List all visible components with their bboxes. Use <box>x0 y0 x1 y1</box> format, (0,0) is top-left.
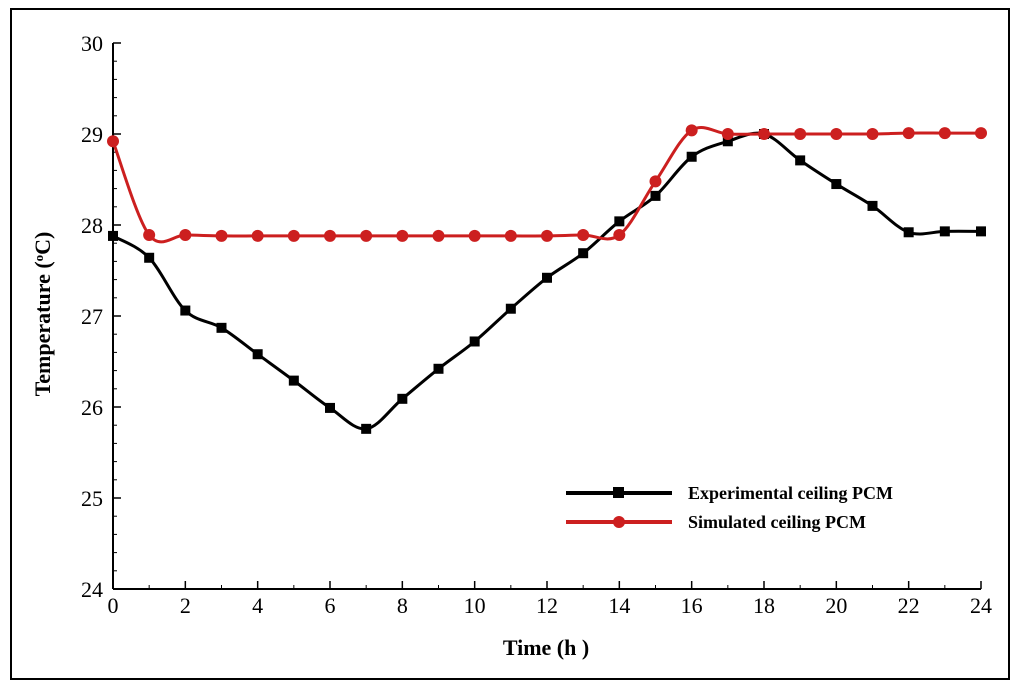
y-tick-label: 30 <box>81 31 103 56</box>
data-point <box>505 303 516 314</box>
data-point <box>542 272 552 283</box>
data-point <box>324 229 336 242</box>
y-tick-label: 24 <box>81 577 103 602</box>
data-point <box>758 128 770 140</box>
data-point <box>794 128 807 140</box>
data-point <box>397 393 408 404</box>
data-point <box>361 423 372 434</box>
x-tick-label: 16 <box>681 593 703 618</box>
x-tick-label: 12 <box>536 593 558 618</box>
axes <box>112 43 981 590</box>
data-point <box>613 229 626 242</box>
data-point <box>144 252 155 263</box>
data-point <box>831 179 842 190</box>
data-point <box>179 229 192 242</box>
x-tick-label: 22 <box>898 593 920 618</box>
data-point <box>721 128 734 140</box>
data-point <box>432 229 445 242</box>
y-axis-title-end: C) <box>30 232 55 255</box>
legend-label-experimental: Experimental ceiling PCM <box>688 483 893 503</box>
legend-marker-experimental <box>613 487 624 498</box>
x-tick-label: 10 <box>464 593 486 618</box>
legend-item-simulated: Simulated ceiling PCM <box>566 512 866 532</box>
data-point <box>795 155 806 166</box>
data-point <box>468 229 481 242</box>
data-point <box>180 305 191 316</box>
data-point <box>288 375 299 386</box>
data-point <box>939 226 950 237</box>
x-tick-label: 18 <box>753 593 775 618</box>
legend-label-simulated: Simulated ceiling PCM <box>688 512 866 532</box>
y-tick-label: 29 <box>81 122 103 147</box>
series-simulated <box>107 124 987 244</box>
data-point <box>107 135 119 148</box>
x-tick-label: 14 <box>608 593 630 618</box>
data-point <box>975 127 987 140</box>
data-point <box>903 227 914 238</box>
x-tick-label: 2 <box>180 593 191 618</box>
data-point <box>433 363 444 374</box>
data-point <box>722 136 733 147</box>
x-tick-label: 4 <box>252 593 263 618</box>
data-point <box>614 216 625 227</box>
series-layer <box>107 124 987 434</box>
data-point <box>650 190 661 201</box>
data-point <box>143 229 156 242</box>
data-point <box>685 124 698 137</box>
x-tick-label: 0 <box>108 593 119 618</box>
chart-frame <box>10 8 1010 680</box>
legend-marker-simulated <box>613 516 625 528</box>
series-experimental <box>108 129 986 434</box>
data-point <box>469 336 480 347</box>
data-point <box>577 229 590 242</box>
y-tick-label: 26 <box>81 395 103 420</box>
y-tick-label: 27 <box>81 304 103 329</box>
data-point <box>578 248 589 259</box>
legend: Experimental ceiling PCM Simulated ceili… <box>566 483 893 532</box>
data-point <box>252 349 263 360</box>
data-point <box>287 229 300 242</box>
y-axis-title: Temperature (oC) <box>30 232 55 397</box>
data-point <box>215 229 228 242</box>
data-point <box>976 226 986 237</box>
data-point <box>686 151 697 162</box>
data-point <box>649 175 662 188</box>
data-point <box>216 322 227 333</box>
x-tick-label: 6 <box>325 593 336 618</box>
data-point <box>866 128 879 140</box>
data-point <box>396 229 409 242</box>
data-point <box>108 230 118 241</box>
y-axis-title-sup: o <box>31 255 46 262</box>
data-point <box>360 229 373 242</box>
data-point <box>867 200 878 211</box>
x-axis-title: Time (h ) <box>503 635 589 660</box>
data-point <box>504 229 517 242</box>
y-tick-label: 28 <box>81 213 103 238</box>
y-axis-title-main: Temperature ( <box>30 261 55 396</box>
data-point <box>325 402 335 413</box>
data-point <box>541 229 553 242</box>
y-tick-label: 25 <box>81 486 103 511</box>
series-line <box>111 126 981 244</box>
x-tick-label: 20 <box>825 593 847 618</box>
x-tick-label: 8 <box>397 593 408 618</box>
x-tick-label: 24 <box>970 593 992 618</box>
data-point <box>830 128 843 140</box>
data-point <box>938 127 951 140</box>
legend-item-experimental: Experimental ceiling PCM <box>566 483 893 503</box>
data-point <box>251 229 264 242</box>
data-point <box>902 127 915 140</box>
